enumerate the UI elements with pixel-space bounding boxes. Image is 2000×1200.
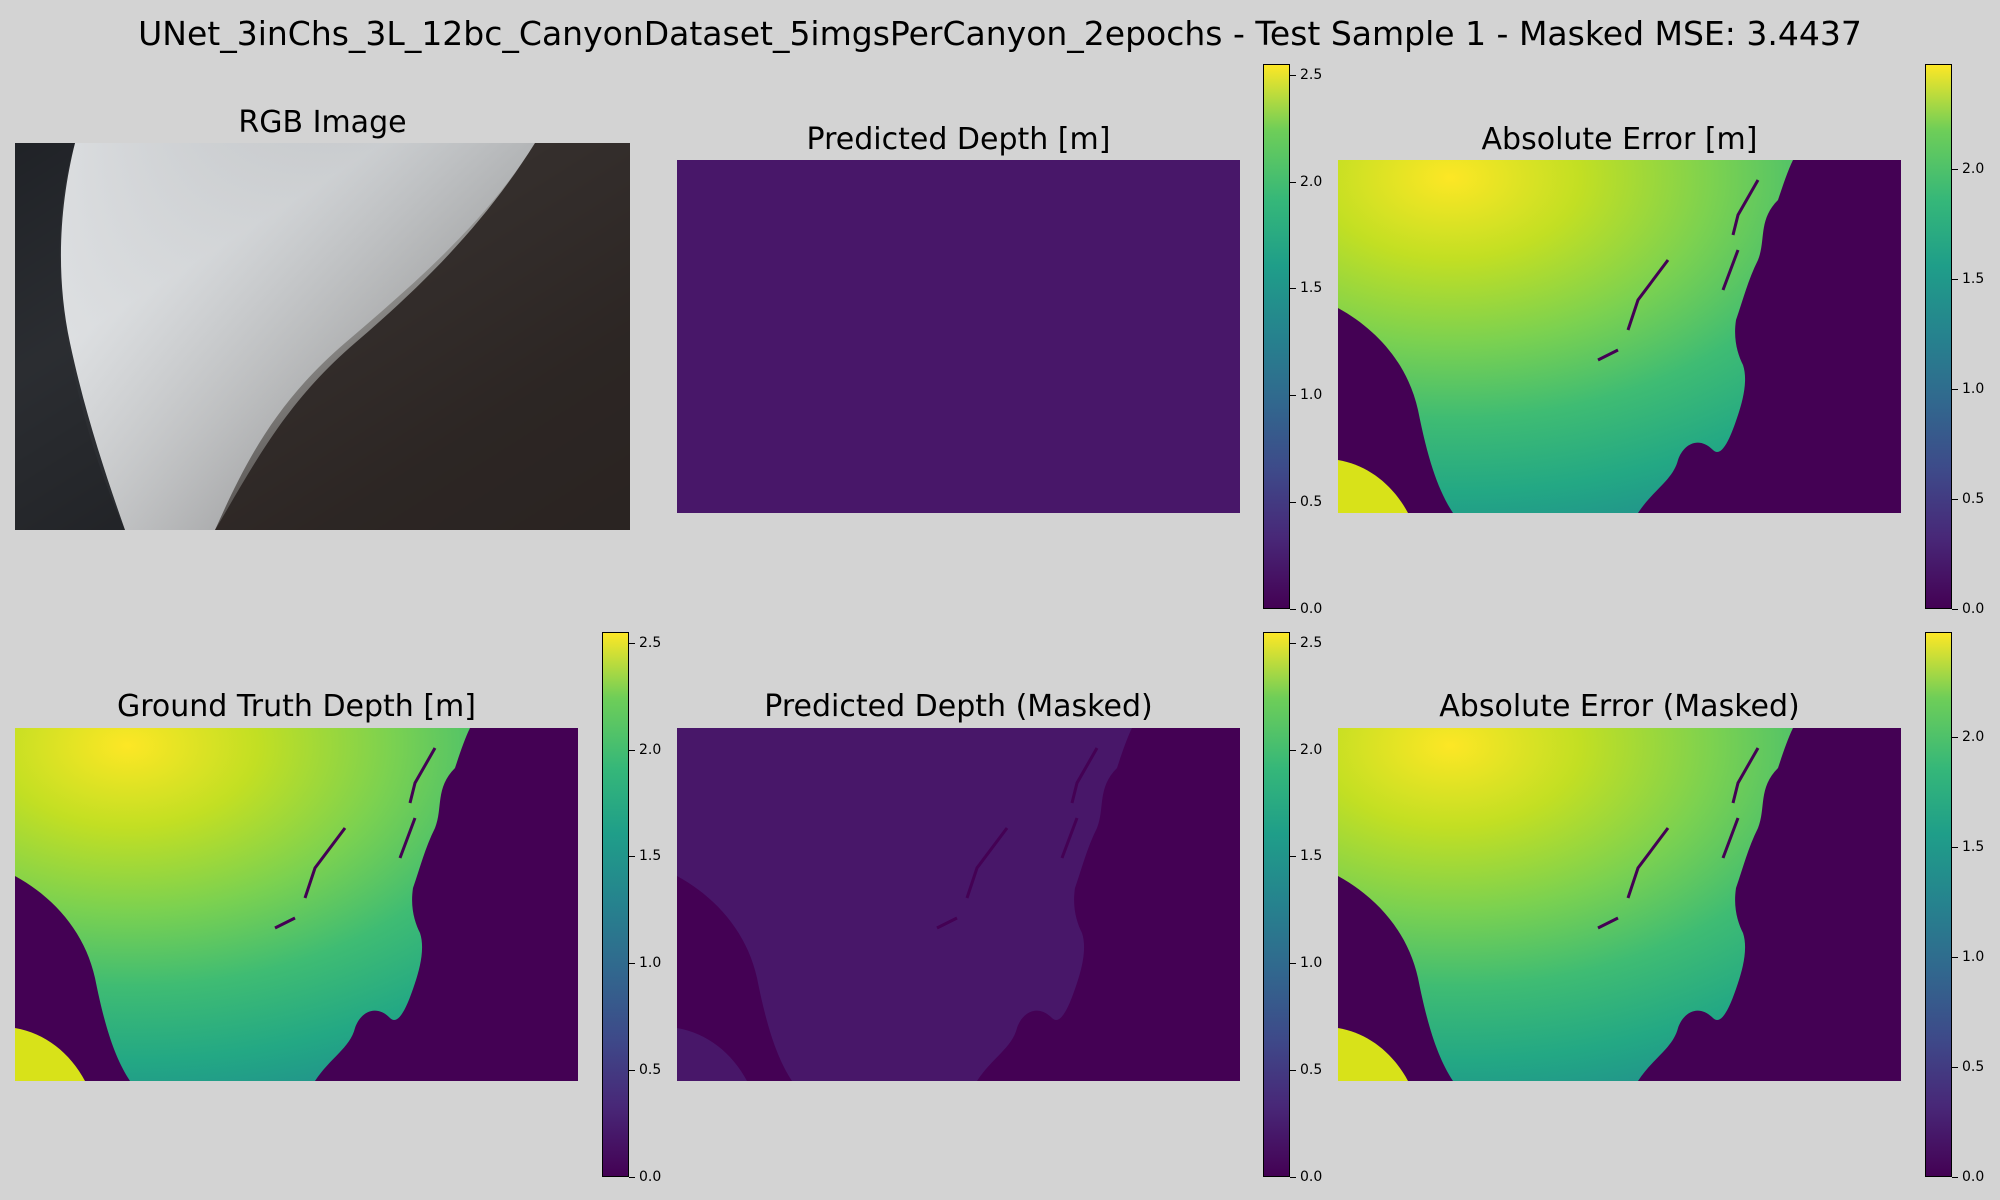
panel-title-predm: Predicted Depth (Masked) bbox=[764, 689, 1153, 724]
predicted-depth-map bbox=[677, 160, 1240, 513]
colorbar-tick-label: 1.5 bbox=[639, 848, 662, 865]
panel-title-errm: Absolute Error (Masked) bbox=[1439, 689, 1800, 724]
colorbar-tick-label: 2.0 bbox=[1962, 729, 1985, 746]
colorbar-tick-label: 1.5 bbox=[1300, 848, 1323, 865]
colorbar-errm: 0.0 0.5 1.0 1.5 2.0 bbox=[1925, 632, 1984, 1185]
panel-title-pred: Predicted Depth [m] bbox=[806, 122, 1111, 157]
colorbar-tick-label: 0.0 bbox=[639, 1169, 662, 1185]
colorbar-tick-label: 0.5 bbox=[1300, 1062, 1323, 1079]
absolute-error-map bbox=[1338, 160, 1901, 513]
colorbar-tick-label: 1.5 bbox=[1962, 839, 1985, 856]
ground-truth-depth-map bbox=[15, 728, 578, 1081]
colorbar-gt: 0.0 0.5 1.0 1.5 2.0 2.5 bbox=[602, 632, 661, 1185]
colorbar-tick-label: 0.0 bbox=[1962, 1169, 1985, 1185]
colorbar-gradient bbox=[1925, 632, 1952, 1177]
figure-title: UNet_3inChs_3L_12bc_CanyonDataset_5imgsP… bbox=[138, 14, 1862, 53]
colorbar-gradient bbox=[1263, 632, 1290, 1177]
colorbar-tick-label: 0.5 bbox=[1300, 494, 1323, 511]
colorbar-tick-label: 1.0 bbox=[1300, 387, 1323, 404]
colorbar-tick-label: 2.0 bbox=[1300, 173, 1323, 190]
colorbar-predm: 0.0 0.5 1.0 1.5 2.0 2.5 bbox=[1263, 632, 1322, 1185]
rgb-image bbox=[15, 143, 630, 530]
panel-title-rgb: RGB Image bbox=[238, 105, 407, 140]
colorbar-tick-label: 2.0 bbox=[1300, 741, 1323, 758]
predicted-depth-masked-map bbox=[677, 728, 1240, 1081]
colorbar-gradient bbox=[1925, 64, 1952, 609]
colorbar-tick-label: 1.5 bbox=[1300, 280, 1323, 297]
colorbar-tick-label: 2.5 bbox=[1300, 66, 1323, 83]
colorbar-tick-label: 1.0 bbox=[1962, 381, 1985, 398]
colorbar-pred: 0.0 0.5 1.0 1.5 2.0 2.5 bbox=[1263, 64, 1322, 617]
colorbar-tick-label: 2.5 bbox=[639, 634, 662, 651]
colorbar-tick-label: 1.0 bbox=[1962, 949, 1985, 966]
colorbar-tick-label: 1.0 bbox=[1300, 955, 1323, 972]
colorbar-tick-label: 1.0 bbox=[639, 955, 662, 972]
panel-title-err: Absolute Error [m] bbox=[1481, 122, 1758, 157]
colorbar-tick-label: 0.5 bbox=[1962, 1059, 1985, 1076]
colorbar-tick-label: 2.0 bbox=[639, 741, 662, 758]
colorbar-tick-label: 0.5 bbox=[639, 1062, 662, 1079]
colorbar-tick-label: 2.0 bbox=[1962, 161, 1985, 178]
colorbar-tick-label: 0.0 bbox=[1300, 601, 1323, 617]
colorbar-gradient bbox=[1263, 64, 1290, 609]
colorbar-tick-label: 2.5 bbox=[1300, 634, 1323, 651]
colorbar-tick-label: 1.5 bbox=[1962, 271, 1985, 288]
colorbar-err: 0.0 0.5 1.0 1.5 2.0 bbox=[1925, 64, 1984, 617]
colorbar-gradient bbox=[602, 632, 629, 1177]
panel-title-gt: Ground Truth Depth [m] bbox=[116, 689, 476, 724]
colorbar-tick-label: 0.5 bbox=[1962, 491, 1985, 508]
colorbar-tick-label: 0.0 bbox=[1300, 1169, 1323, 1185]
absolute-error-masked-map bbox=[1338, 728, 1901, 1081]
colorbar-tick-label: 0.0 bbox=[1962, 601, 1985, 617]
